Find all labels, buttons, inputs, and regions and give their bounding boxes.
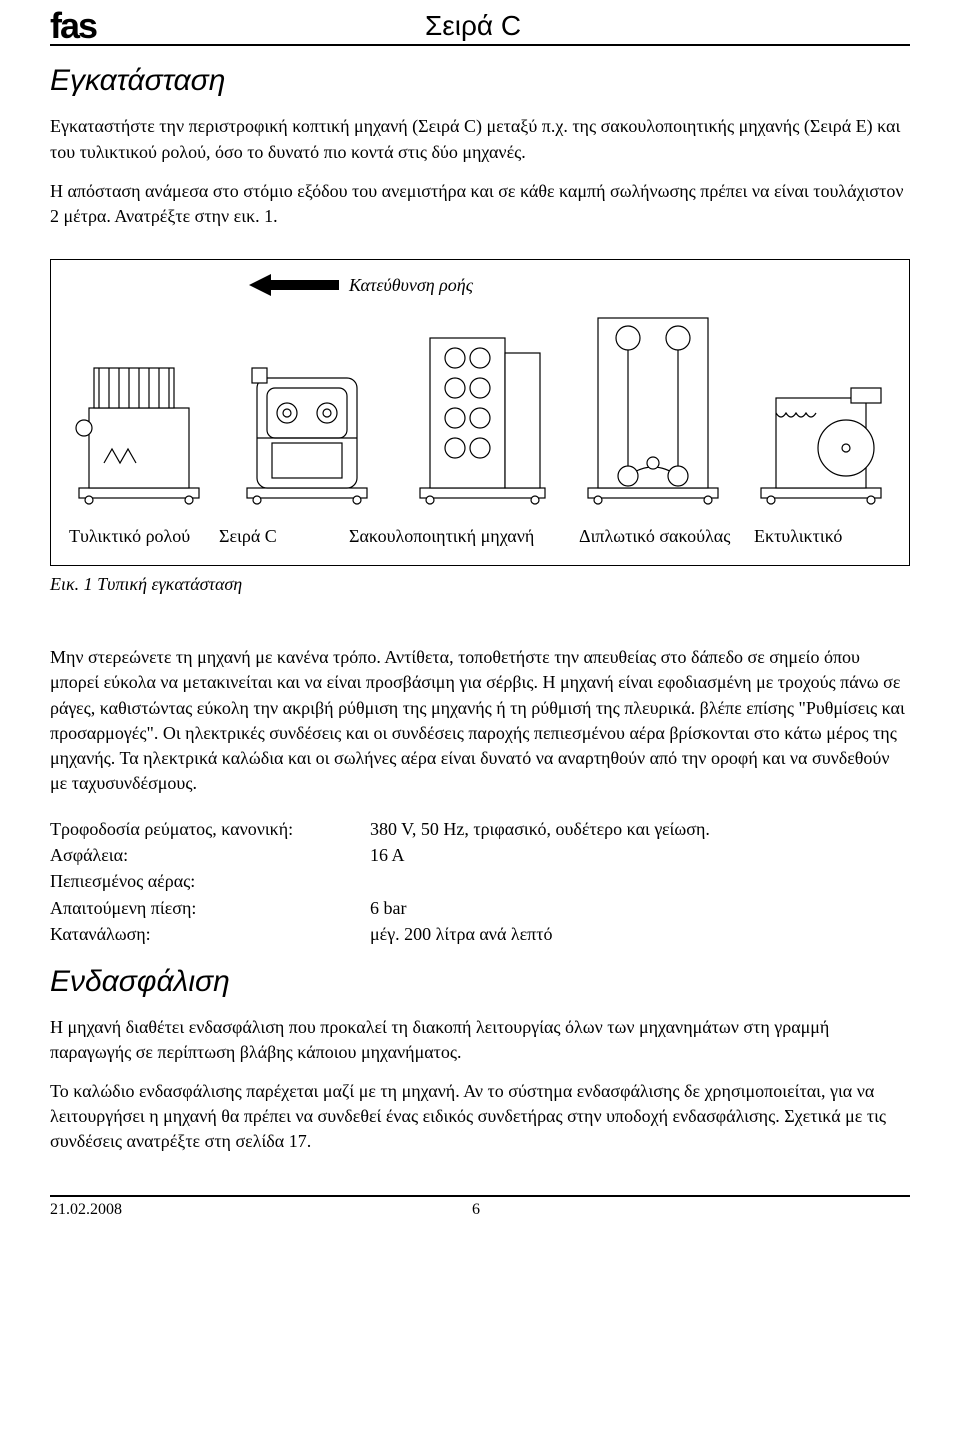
spec-label: Ασφάλεια:	[50, 842, 370, 868]
page-title: Σειρά C	[36, 10, 910, 42]
flow-direction-row: Κατεύθυνση ροής	[249, 274, 891, 296]
spec-row: Απαιτούμενη πίεση: 6 bar	[50, 895, 910, 921]
spec-value: μέγ. 200 λίτρα ανά λεπτό	[370, 921, 553, 947]
spec-row: Κατανάλωση: μέγ. 200 λίτρα ανά λεπτό	[50, 921, 910, 947]
page-header: fas Σειρά C	[50, 10, 910, 46]
spec-value: 6 bar	[370, 895, 406, 921]
interlock-para-2: Το καλώδιο ενδασφάλισης παρέχεται μαζί μ…	[50, 1079, 910, 1155]
caption-series-c: Σειρά C	[219, 526, 349, 547]
spec-value: 16 A	[370, 842, 405, 868]
machine-winder-icon	[69, 348, 209, 508]
machine-series-c-icon	[232, 338, 382, 508]
flow-direction-label: Κατεύθυνση ροής	[349, 275, 473, 296]
machines-row	[69, 308, 891, 508]
spec-row: Τροφοδοσία ρεύματος, κανονική: 380 V, 50…	[50, 816, 910, 842]
install-para-1: Εγκαταστήστε την περιστροφική κοπτική μη…	[50, 114, 910, 164]
section-heading-install: Εγκατάσταση	[50, 64, 910, 98]
machine-unwinder-icon	[751, 358, 891, 508]
machine-folder-icon	[578, 308, 728, 508]
caption-winder: Τυλικτικό ρολού	[69, 526, 219, 547]
page-footer: 21.02.2008 6	[50, 1195, 910, 1219]
spec-value: 380 V, 50 Hz, τριφασικό, ουδέτερο και γε…	[370, 816, 710, 842]
installation-diagram: Κατεύθυνση ροής	[50, 259, 910, 566]
spec-label: Απαιτούμενη πίεση:	[50, 895, 370, 921]
caption-bag: Σακουλοποιητική μηχανή	[349, 526, 579, 547]
spec-label: Κατανάλωση:	[50, 921, 370, 947]
caption-unwinder: Εκτυλικτικό	[754, 526, 842, 547]
install-para-2: Η απόσταση ανάμεσα στο στόμιο εξόδου του…	[50, 179, 910, 229]
arrow-left-icon	[249, 274, 339, 296]
interlock-para-1: Η μηχανή διαθέτει ενδασφάλιση που προκαλ…	[50, 1015, 910, 1065]
spec-label: Τροφοδοσία ρεύματος, κανονική:	[50, 816, 370, 842]
section-heading-interlock: Ενδασφάλιση	[50, 965, 910, 999]
machine-bag-icon	[405, 318, 555, 508]
footer-date: 21.02.2008	[50, 1201, 122, 1219]
figure-caption: Εικ. 1 Τυπική εγκατάσταση	[50, 574, 910, 595]
spec-row: Ασφάλεια: 16 A	[50, 842, 910, 868]
spec-label: Πεπιεσμένος αέρας:	[50, 868, 370, 894]
footer-page-number: 6	[472, 1201, 480, 1219]
spec-row: Πεπιεσμένος αέρας:	[50, 868, 910, 894]
install-para-3: Μην στερεώνετε τη μηχανή με κανένα τρόπο…	[50, 645, 910, 796]
specs-block: Τροφοδοσία ρεύματος, κανονική: 380 V, 50…	[50, 816, 910, 946]
caption-folder: Διπλωτικό σακούλας	[579, 526, 754, 547]
diagram-captions: Τυλικτικό ρολού Σειρά C Σακουλοποιητική …	[69, 526, 891, 547]
